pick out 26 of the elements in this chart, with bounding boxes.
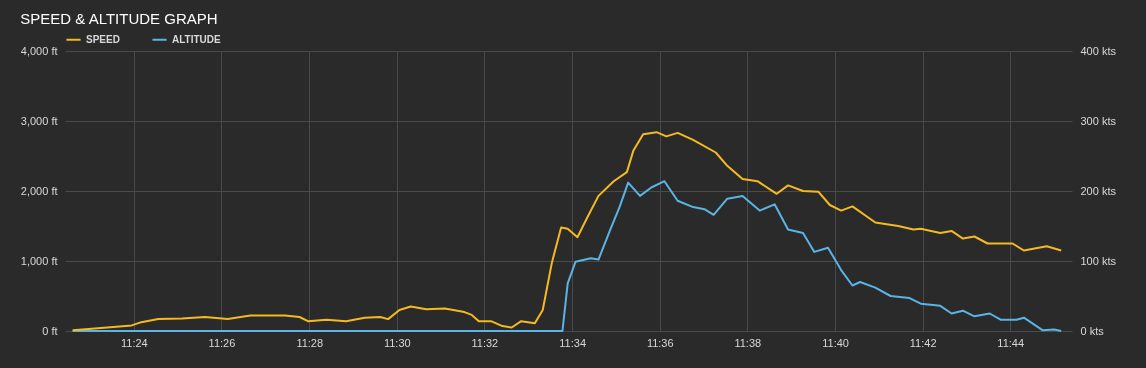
line-series [71,131,1063,332]
x-tick-label: 11:38 [734,336,762,349]
y2-tick-label: 400 kts [1080,44,1117,57]
x-tick-label: 11:44 [997,336,1025,349]
x-tick-label: 11:26 [208,336,236,349]
line-series [71,180,1063,332]
x-tick-label: 11:40 [822,336,849,349]
y-tick-label: 0 ft [42,324,58,337]
x-tick-label: 11:42 [909,336,937,349]
x-tick-label: 11:24 [121,336,148,349]
y-tick-label: 2,000 ft [20,184,58,197]
x-tick-label: 11:36 [646,336,674,349]
y2-tick-label: 0 kts [1080,324,1105,337]
y-tick-label: 4,000 ft [20,44,58,57]
y2-tick-label: 200 kts [1080,184,1117,197]
legend-label: ALTITUDE [172,33,222,45]
y-tick-label: 3,000 ft [20,114,58,127]
x-tick-label: 11:30 [383,336,411,349]
y2-tick-label: 300 kts [1080,114,1117,127]
legend-label: SPEED [86,33,120,45]
x-tick-label: 11:34 [559,336,587,349]
x-tick-label: 11:28 [296,336,324,349]
y-tick-label: 1,000 ft [20,254,58,267]
chart-title: SPEED & ALTITUDE GRAPH [20,10,218,27]
y2-tick-label: 100 kts [1080,254,1117,267]
x-tick-label: 11:32 [471,336,499,349]
